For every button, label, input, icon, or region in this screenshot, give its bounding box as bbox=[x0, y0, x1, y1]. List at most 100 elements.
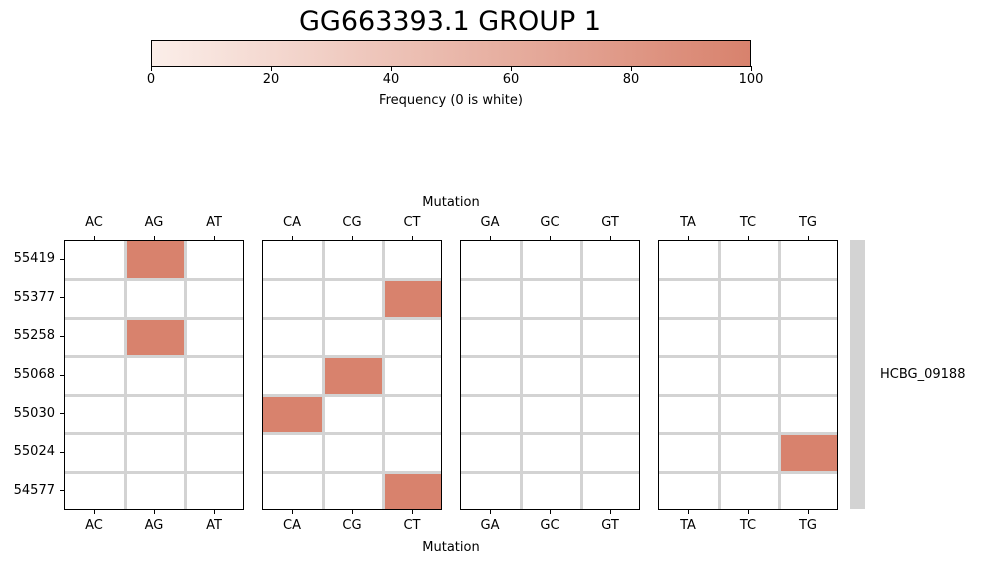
colorbar-tick-label: 100 bbox=[738, 72, 764, 87]
grid-line bbox=[65, 278, 243, 282]
grid-line bbox=[321, 241, 325, 509]
colorbar-tick bbox=[390, 66, 392, 71]
column-tick bbox=[213, 236, 215, 240]
heatmap-cell bbox=[779, 433, 837, 473]
column-tick bbox=[807, 510, 809, 514]
column-label-top: GC bbox=[540, 215, 560, 230]
row-label: 55030 bbox=[13, 405, 55, 421]
column-tick bbox=[609, 236, 611, 240]
column-label-bottom: GC bbox=[540, 518, 560, 533]
column-label-top: GA bbox=[480, 215, 500, 230]
grid-line bbox=[659, 355, 837, 359]
colorbar-tick bbox=[750, 66, 752, 71]
colorbar-tick-label: 20 bbox=[262, 72, 280, 87]
grid-line bbox=[461, 432, 639, 436]
grid-line bbox=[65, 393, 243, 397]
row-tick bbox=[60, 490, 64, 492]
column-tick bbox=[153, 236, 155, 240]
colorbar-label: Frequency (0 is white) bbox=[379, 93, 523, 108]
colorbar-tick bbox=[630, 66, 632, 71]
grid-line bbox=[659, 432, 837, 436]
column-label-top: AG bbox=[144, 215, 164, 230]
row-label: 55068 bbox=[13, 367, 55, 382]
column-tick bbox=[351, 510, 353, 514]
column-label-bottom: GT bbox=[601, 518, 619, 533]
colorbar-tick bbox=[510, 66, 512, 71]
heatmap-cell bbox=[125, 318, 185, 357]
grid-line bbox=[461, 470, 639, 474]
column-tick bbox=[747, 236, 749, 240]
row-tick bbox=[60, 335, 64, 337]
grid-line bbox=[183, 241, 187, 509]
column-label-top: AT bbox=[206, 215, 222, 230]
heatmap-cell bbox=[383, 472, 441, 509]
grid-line bbox=[659, 470, 837, 474]
column-label-top: CA bbox=[283, 215, 301, 230]
grid-line bbox=[123, 241, 127, 509]
grid-line bbox=[65, 432, 243, 436]
column-label-bottom: AT bbox=[206, 518, 222, 533]
column-label-top: GT bbox=[601, 215, 619, 230]
column-label-bottom: CA bbox=[283, 518, 301, 533]
grid-line bbox=[263, 432, 441, 436]
column-tick bbox=[93, 236, 95, 240]
row-tick bbox=[60, 258, 64, 260]
row-tick bbox=[60, 413, 64, 415]
heatmap-cell bbox=[323, 356, 383, 396]
column-label-bottom: CT bbox=[403, 518, 421, 533]
heatmap-panel bbox=[64, 240, 244, 510]
column-label-bottom: CG bbox=[342, 518, 362, 533]
row-tick bbox=[60, 297, 64, 299]
column-label-bottom: GA bbox=[480, 518, 500, 533]
column-tick bbox=[747, 510, 749, 514]
column-tick bbox=[291, 236, 293, 240]
row-group-bar bbox=[850, 240, 865, 509]
grid-line bbox=[659, 393, 837, 397]
heatmap-cell bbox=[383, 279, 441, 319]
column-tick bbox=[213, 510, 215, 514]
column-tick bbox=[549, 510, 551, 514]
column-tick bbox=[609, 510, 611, 514]
colorbar-tick-label: 80 bbox=[622, 72, 640, 87]
column-label-top: TC bbox=[739, 215, 757, 230]
x-axis-title-bottom: Mutation bbox=[422, 540, 480, 555]
grid-line bbox=[717, 241, 721, 509]
grid-line bbox=[65, 355, 243, 359]
row-label: 55377 bbox=[13, 289, 55, 305]
grid-line bbox=[381, 241, 385, 509]
row-tick bbox=[60, 451, 64, 453]
grid-line bbox=[263, 470, 441, 474]
column-label-top: CG bbox=[342, 215, 362, 230]
column-label-bottom: TC bbox=[739, 518, 757, 533]
column-label-top: AC bbox=[85, 215, 103, 230]
column-label-bottom: AC bbox=[85, 518, 103, 533]
colorbar-tick-label: 40 bbox=[382, 72, 400, 87]
column-tick bbox=[687, 510, 689, 514]
column-tick bbox=[411, 236, 413, 240]
column-tick bbox=[291, 510, 293, 514]
heatmap-cell bbox=[125, 241, 185, 280]
column-label-bottom: TA bbox=[680, 518, 696, 533]
heatmap-cell bbox=[263, 395, 323, 434]
grid-line bbox=[777, 241, 781, 509]
row-label: 55024 bbox=[13, 444, 55, 460]
grid-line bbox=[519, 241, 523, 509]
column-tick bbox=[489, 510, 491, 514]
grid-line bbox=[461, 316, 639, 320]
column-tick bbox=[549, 236, 551, 240]
x-axis-title-top: Mutation bbox=[422, 195, 480, 210]
grid-line bbox=[461, 278, 639, 282]
grid-line bbox=[461, 393, 639, 397]
grid-line bbox=[65, 470, 243, 474]
row-label: 55258 bbox=[13, 328, 55, 344]
column-tick bbox=[687, 236, 689, 240]
grid-line bbox=[579, 241, 583, 509]
row-tick bbox=[60, 374, 64, 376]
grid-line bbox=[263, 278, 441, 282]
colorbar-tick-label: 60 bbox=[502, 72, 520, 87]
column-tick bbox=[351, 236, 353, 240]
column-tick bbox=[807, 236, 809, 240]
column-tick bbox=[93, 510, 95, 514]
colorbar bbox=[151, 40, 751, 67]
column-label-top: CT bbox=[403, 215, 421, 230]
